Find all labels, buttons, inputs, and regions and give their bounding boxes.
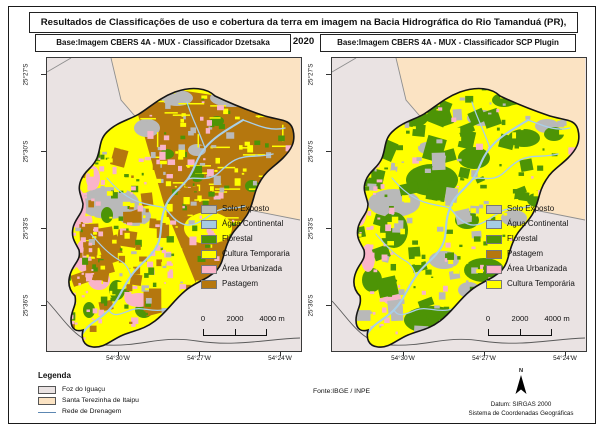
legend-row: Água Continental xyxy=(201,218,311,233)
class-swatch xyxy=(486,205,502,214)
class-swatch xyxy=(201,265,217,274)
north-label: N xyxy=(518,368,524,374)
class-label: Área Urbanizada xyxy=(222,264,283,273)
class-swatch xyxy=(486,265,502,274)
legend-row: Pastagem xyxy=(486,248,596,263)
north-arrow-icon xyxy=(515,375,527,394)
class-label: Água Continental xyxy=(222,219,284,228)
legend-row: Cultura Temporária xyxy=(486,278,596,293)
datum-text: Datum: SIRGAS 2000 Sistema de Coordenada… xyxy=(441,401,601,418)
lon-label: 54°30'W xyxy=(106,355,130,362)
lat-tick xyxy=(41,228,46,229)
legend-row: Água Continental xyxy=(486,218,596,233)
scalebar-label: 2000 xyxy=(226,314,244,323)
class-label: Área Urbanizada xyxy=(507,264,568,273)
datum-line1: Datum: SIRGAS 2000 xyxy=(490,401,552,408)
lon-tick xyxy=(118,352,119,356)
municipality-swatch xyxy=(38,386,56,394)
lon-tick xyxy=(199,352,200,356)
legend-row: Área Urbanizada xyxy=(486,263,596,278)
scalebar-dzetsaka: 0 2000 4000 m xyxy=(196,314,285,342)
lat-tick xyxy=(41,305,46,306)
scalebar-label: 4000 m xyxy=(259,314,285,323)
lon-tick xyxy=(403,352,404,356)
lat-tick xyxy=(326,228,331,229)
lat-tick xyxy=(41,74,46,75)
panel-subtitle-dzetsaka: Base:Imagem CBERS 4A - MUX - Classificad… xyxy=(35,34,291,52)
class-swatch xyxy=(486,220,502,229)
map-legend-dzetsaka: Solo Exposto Água Continental Florestal … xyxy=(201,203,311,293)
legend-row: Pastagem xyxy=(201,278,311,293)
classified-map-scp xyxy=(332,58,585,350)
class-label: Cultura Temporaria xyxy=(222,249,290,258)
legend-row: Florestal xyxy=(201,233,311,248)
lat-label: 25°27'S xyxy=(307,63,315,85)
lon-label: 54°24'W xyxy=(553,355,577,362)
map-frame-dzetsaka xyxy=(46,57,302,352)
scalebar-bar xyxy=(203,329,267,336)
class-swatch xyxy=(486,235,502,244)
class-swatch xyxy=(201,250,217,259)
legend-row: Cultura Temporaria xyxy=(201,248,311,263)
class-label: Solo Exposto xyxy=(507,204,555,213)
lat-tick xyxy=(326,305,331,306)
class-swatch xyxy=(486,250,502,259)
class-swatch xyxy=(201,220,217,229)
class-swatch xyxy=(201,235,217,244)
scalebar-label: 2000 xyxy=(511,314,529,323)
municipality-label: Foz do Iguaçu xyxy=(62,386,106,393)
lon-tick xyxy=(484,352,485,356)
scalebar-label: 4000 m xyxy=(544,314,570,323)
lon-label: 54°27'W xyxy=(472,355,496,362)
class-label: Florestal xyxy=(507,234,538,243)
class-label: Florestal xyxy=(222,234,253,243)
legend-row: Área Urbanizada xyxy=(201,263,311,278)
lat-label: 25°27'S xyxy=(22,63,30,85)
drainage-label: Rede de Drenagem xyxy=(62,408,122,415)
lon-label: 54°24'W xyxy=(268,355,292,362)
lat-label: 25°33'S xyxy=(307,217,315,239)
figure-border xyxy=(8,6,596,424)
scalebar-label: 0 xyxy=(200,314,206,323)
lon-label: 54°30'W xyxy=(391,355,415,362)
municipality-label: Santa Terezinha de Itaipu xyxy=(62,397,139,404)
lon-tick xyxy=(280,352,281,356)
class-label: Pastagem xyxy=(222,279,259,288)
lat-tick xyxy=(326,151,331,152)
drainage-line-swatch xyxy=(38,411,56,414)
lat-tick xyxy=(326,74,331,75)
class-label: Pastagem xyxy=(507,249,544,258)
class-label: Cultura Temporária xyxy=(507,279,575,288)
legend-row: Solo Exposto xyxy=(486,203,596,218)
lat-label: 25°30'S xyxy=(307,140,315,162)
datum-line2: Sistema de Coordenadas Geográficas xyxy=(468,409,574,417)
class-label: Solo Exposto xyxy=(222,204,270,213)
class-swatch xyxy=(201,280,217,289)
class-swatch xyxy=(201,205,217,214)
lat-label: 25°36'S xyxy=(22,294,30,316)
panel-subtitle-scp: Base:Imagem CBERS 4A - MUX - Classificad… xyxy=(320,34,576,52)
map-frame-scp xyxy=(331,57,587,352)
figure-title: Resultados de Classificações de uso e co… xyxy=(29,12,578,47)
legend-row: Florestal xyxy=(486,233,596,248)
scalebar-bar xyxy=(488,329,552,336)
class-label: Água Continental xyxy=(507,219,569,228)
legend-row: Solo Exposto xyxy=(201,203,311,218)
lat-label: 25°36'S xyxy=(307,294,315,316)
class-swatch xyxy=(486,280,502,289)
lon-label: 54°27'W xyxy=(187,355,211,362)
scalebar-label: 0 xyxy=(485,314,491,323)
lat-label: 25°33'S xyxy=(22,217,30,239)
map-legend-scp: Solo Exposto Água Continental Florestal … xyxy=(486,203,596,293)
lon-tick xyxy=(565,352,566,356)
municipality-swatch xyxy=(38,397,56,405)
source-text: Fonte:IBGE / INPE xyxy=(313,388,371,395)
scalebar-scp: 0 2000 4000 m xyxy=(481,314,570,342)
legend-block-title: Legenda xyxy=(38,371,71,380)
classified-map-dzetsaka xyxy=(47,58,300,350)
lat-tick xyxy=(41,151,46,152)
lat-label: 25°30'S xyxy=(22,140,30,162)
